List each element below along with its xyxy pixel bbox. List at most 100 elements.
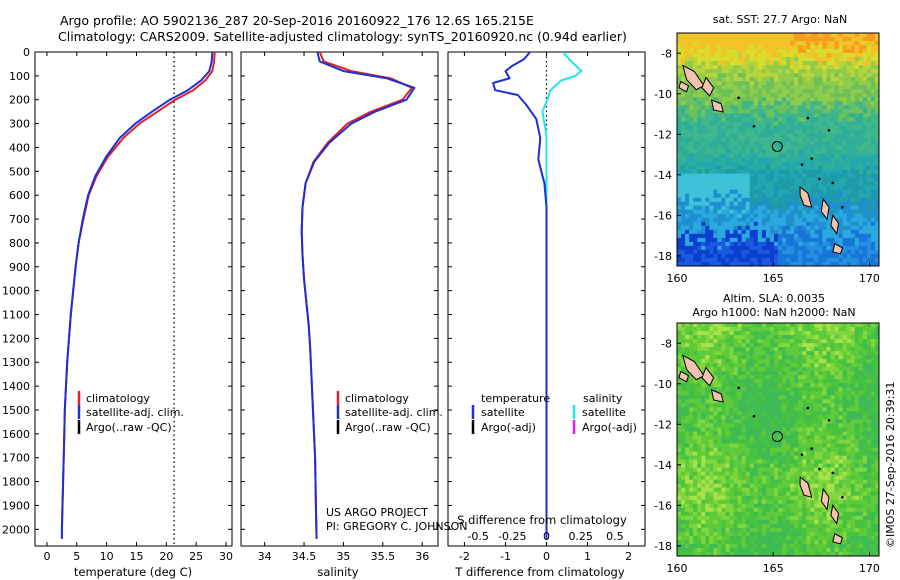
raster-cell — [838, 213, 844, 219]
raster-cell — [842, 41, 848, 46]
raster-cell — [786, 225, 791, 231]
raster-cell — [677, 359, 682, 364]
raster-cell — [806, 205, 811, 211]
raster-cell — [834, 419, 840, 425]
raster-cell — [717, 253, 723, 259]
raster-cell — [693, 65, 698, 70]
raster-cell — [874, 165, 879, 171]
raster-cell — [838, 435, 844, 441]
raster-cell — [870, 355, 876, 360]
raster-cell — [870, 249, 876, 255]
raster-cell — [705, 185, 710, 191]
raster-cell — [826, 177, 832, 183]
raster-cell — [773, 161, 779, 167]
raster-cell — [814, 225, 819, 231]
raster-cell — [838, 41, 844, 46]
raster-cell — [753, 193, 759, 199]
raster-cell — [794, 85, 799, 90]
raster-cell — [701, 149, 706, 155]
raster-cell — [850, 77, 856, 82]
raster-cell — [790, 193, 795, 199]
raster-cell — [741, 37, 747, 42]
raster-cell — [842, 197, 848, 203]
raster-cell — [778, 451, 783, 457]
raster-cell — [729, 435, 735, 441]
raster-cell — [713, 181, 718, 187]
raster-cell — [810, 33, 815, 38]
raster-cell — [709, 193, 714, 199]
raster-cell — [870, 439, 876, 445]
raster-cell — [765, 455, 771, 461]
raster-cell — [685, 419, 690, 425]
raster-cell — [818, 53, 824, 58]
raster-cell — [806, 173, 811, 179]
raster-cell — [874, 237, 879, 243]
raster-cell — [741, 149, 747, 155]
raster-cell — [717, 77, 723, 82]
raster-cell — [761, 383, 767, 388]
raster-cell — [850, 407, 856, 412]
raster-cell — [782, 117, 787, 122]
raster-cell — [822, 125, 828, 131]
raster-cell — [757, 65, 763, 70]
raster-cell — [862, 133, 868, 139]
raster-cell — [834, 41, 840, 46]
raster-cell — [717, 41, 723, 46]
raster-cell — [705, 323, 710, 328]
raster-cell — [697, 395, 702, 400]
raster-cell — [693, 153, 698, 159]
raster-cell — [681, 225, 686, 231]
raster-cell — [689, 403, 694, 408]
raster-cell — [826, 137, 832, 143]
raster-cell — [814, 37, 819, 42]
raster-cell — [701, 209, 706, 215]
raster-cell — [814, 439, 819, 445]
raster-cell — [689, 343, 694, 348]
raster-cell — [689, 257, 694, 263]
raster-cell — [705, 363, 710, 368]
raster-cell — [830, 149, 836, 155]
raster-cell — [826, 49, 832, 54]
raster-cell — [765, 383, 771, 388]
raster-cell — [737, 77, 743, 82]
raster-cell — [709, 363, 714, 368]
raster-cell — [741, 403, 747, 408]
raster-cell — [681, 173, 686, 179]
raster-cell — [697, 37, 702, 42]
raster-cell — [862, 205, 868, 211]
raster-cell — [802, 459, 807, 465]
raster-cell — [782, 177, 787, 183]
raster-cell — [786, 261, 791, 266]
raster-cell — [814, 109, 819, 114]
raster-cell — [697, 407, 702, 412]
raster-cell — [838, 241, 844, 247]
raster-cell — [737, 125, 743, 131]
raster-cell — [778, 335, 783, 340]
raster-cell — [733, 225, 739, 231]
raster-cell — [790, 257, 795, 263]
raster-cell — [870, 423, 876, 429]
raster-cell — [737, 141, 743, 147]
raster-cell — [745, 367, 751, 372]
raster-cell — [830, 339, 836, 344]
raster-cell — [681, 427, 686, 433]
raster-cell — [834, 85, 840, 90]
raster-cell — [826, 41, 832, 46]
raster-cell — [786, 355, 791, 360]
raster-cell — [741, 101, 747, 106]
raster-cell — [802, 379, 807, 384]
raster-cell — [810, 407, 815, 412]
raster-cell — [810, 41, 815, 46]
raster-cell — [782, 403, 787, 408]
raster-cell — [782, 443, 787, 449]
raster-cell — [790, 431, 795, 437]
raster-cell — [814, 387, 819, 392]
raster-cell — [866, 157, 872, 163]
raster-cell — [866, 347, 872, 352]
raster-cell — [757, 347, 763, 352]
raster-cell — [721, 69, 727, 74]
raster-cell — [874, 209, 879, 215]
raster-cell — [790, 141, 795, 147]
raster-cell — [806, 253, 811, 259]
raster-cell — [693, 229, 698, 235]
